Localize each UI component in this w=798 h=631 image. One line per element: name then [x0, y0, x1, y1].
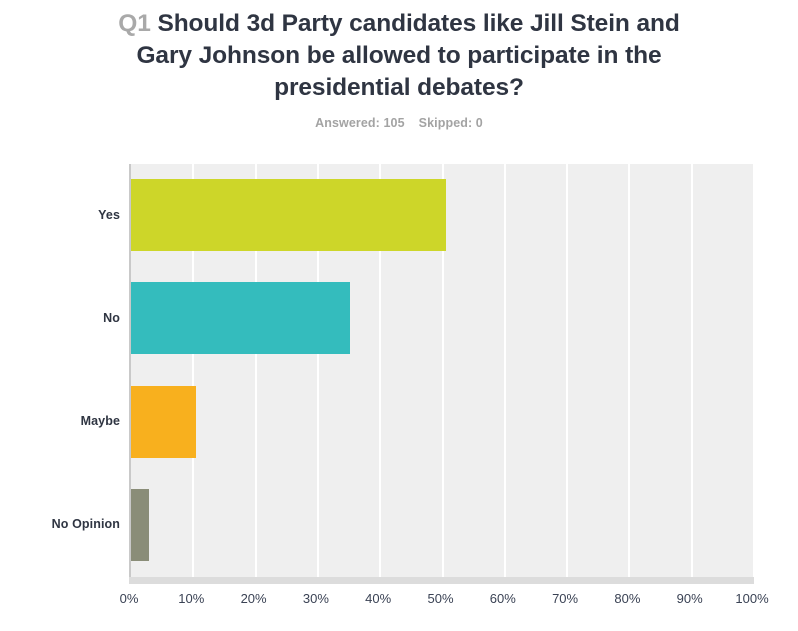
question-text: Should 3d Party candidates like Jill Ste…: [136, 10, 680, 101]
category-label-maybe: Maybe: [80, 414, 120, 429]
gridline: [316, 164, 319, 577]
gridline: [254, 164, 257, 577]
response-summary: Answered: 105 Skipped: 0: [99, 116, 699, 130]
gridline: [566, 164, 569, 577]
x-axis-tick-labels: 0% 10% 20% 30% 40% 50% 60% 70% 80% 90% 100%: [120, 591, 769, 611]
x-tick-label: 100%: [735, 591, 769, 606]
category-axis-labels: Yes No Maybe No Opinion: [9, 164, 120, 577]
category-label-no: No: [103, 310, 120, 325]
gridline: [503, 164, 506, 577]
x-tick-label: 80%: [614, 591, 641, 606]
bar-no[interactable]: [131, 282, 351, 355]
gridline: [628, 164, 631, 577]
x-tick-label: 0%: [119, 591, 139, 606]
x-tick-label: 30%: [302, 591, 329, 606]
page-title: Q1 Should 3d Party candidates like Jill …: [99, 8, 699, 104]
plot-region: [129, 164, 755, 577]
x-tick-label: 10%: [178, 591, 205, 606]
bar-band: [131, 267, 754, 370]
bar-yes[interactable]: [131, 179, 446, 251]
gridline: [379, 164, 382, 577]
x-tick-label: 60%: [489, 591, 516, 606]
x-tick-label: 70%: [552, 591, 579, 606]
bar-no-opinion[interactable]: [131, 488, 150, 561]
x-tick-label: 50%: [427, 591, 454, 606]
question-number: Q1: [118, 10, 151, 37]
answered-count: Answered: 105: [315, 116, 405, 130]
category-label-no-opinion: No Opinion: [51, 517, 120, 532]
gridline: [753, 164, 755, 577]
gridline: [690, 164, 693, 577]
x-tick-label: 20%: [240, 591, 267, 606]
bar-band: [131, 474, 754, 577]
axis-baseline: [129, 577, 754, 584]
category-label-yes: Yes: [98, 207, 120, 222]
x-tick-label: 40%: [365, 591, 392, 606]
bar-band: [131, 164, 754, 267]
bar-band: [131, 371, 754, 474]
bar-maybe[interactable]: [131, 385, 197, 458]
x-tick-label: 90%: [676, 591, 703, 606]
gridline: [441, 164, 444, 577]
question-header: Q1 Should 3d Party candidates like Jill …: [99, 8, 699, 130]
gridline: [192, 164, 195, 577]
skipped-count: Skipped: 0: [418, 116, 483, 130]
